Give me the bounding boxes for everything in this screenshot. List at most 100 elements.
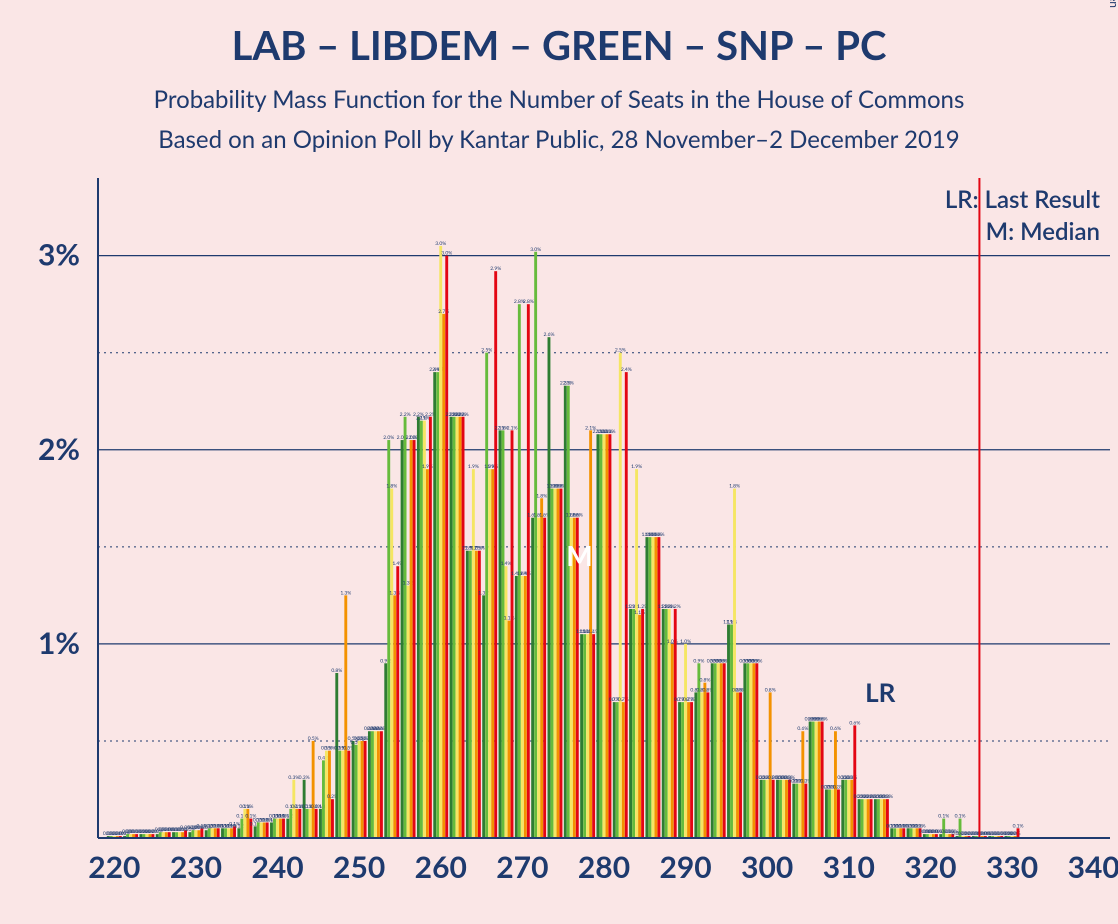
bar-value-label: 0.6%: [817, 717, 828, 723]
bar: [619, 353, 622, 838]
bar-value-label: 0.8%: [699, 678, 710, 684]
bar: [785, 780, 788, 838]
bar: [230, 828, 233, 838]
bar: [450, 417, 453, 838]
bar: [335, 673, 338, 838]
bar: [776, 780, 779, 838]
bar-value-label: 0.9%: [693, 658, 704, 664]
bar-value-label: 1.2%: [670, 604, 681, 610]
x-tick-label: 340: [1068, 849, 1118, 885]
bar: [730, 624, 733, 838]
bar: [711, 663, 714, 838]
bar: [779, 780, 782, 838]
bar-value-label: 0.6%: [849, 720, 860, 726]
bar: [358, 741, 361, 838]
bar: [240, 819, 243, 838]
bar-value-label: 0.2%: [882, 794, 893, 800]
bar: [472, 469, 475, 838]
bar: [583, 634, 586, 838]
bar: [390, 489, 393, 838]
bar-value-label: 0.1%: [242, 804, 253, 810]
bar: [880, 799, 883, 838]
bar: [319, 809, 322, 838]
bar: [482, 595, 485, 838]
bar: [413, 440, 416, 838]
bar: [821, 722, 824, 838]
bar: [690, 702, 693, 838]
bar: [502, 430, 505, 838]
bar: [861, 799, 864, 838]
x-tick-label: 230: [170, 849, 222, 885]
bar: [613, 702, 616, 838]
bar: [752, 663, 755, 838]
bar: [355, 745, 358, 838]
bar: [567, 386, 570, 838]
x-tick-label: 240: [251, 849, 303, 885]
bar: [586, 634, 589, 838]
bar-value-label: 0.5%: [308, 736, 319, 742]
bar: [632, 609, 635, 838]
bar-value-label: 1.9%: [468, 464, 479, 470]
bar-value-label: 1.5%: [474, 546, 485, 552]
bar-value-label: 3.0%: [435, 241, 446, 247]
bar: [706, 692, 709, 838]
bar: [266, 822, 269, 838]
bar-value-label: 1.4%: [501, 561, 512, 567]
bar-value-label: 2.0%: [383, 435, 394, 441]
x-tick-label: 220: [88, 849, 140, 885]
bar: [551, 489, 554, 838]
bar: [237, 828, 240, 838]
bar: [772, 780, 775, 838]
bar: [557, 489, 560, 838]
bar: [417, 417, 420, 838]
legend-median: M: Median: [986, 217, 1100, 246]
y-tick-label: 3%: [38, 237, 80, 273]
bar: [312, 741, 315, 838]
bar: [844, 780, 847, 838]
bar: [338, 751, 341, 838]
bar: [282, 819, 285, 838]
bar: [322, 760, 325, 838]
bar-value-label: 1.6%: [572, 513, 583, 519]
bar: [466, 551, 469, 838]
bar: [694, 692, 697, 838]
bar: [420, 421, 423, 838]
bar-value-label: 1.8%: [386, 484, 397, 490]
last-result-marker-label: LR: [865, 676, 896, 708]
bar-value-label: 2.5%: [615, 348, 626, 354]
bar: [361, 741, 364, 838]
x-tick-label: 250: [333, 849, 385, 885]
bar: [867, 799, 870, 838]
bar: [254, 826, 257, 838]
x-tick-label: 300: [741, 849, 793, 885]
bar: [717, 663, 720, 838]
bar-value-label: 3.0%: [530, 247, 541, 253]
bar-value-label: 2.4%: [621, 367, 632, 373]
bar: [723, 663, 726, 838]
bar: [877, 799, 880, 838]
bar: [347, 751, 350, 838]
chart-subtitle-2: Based on an Opinion Poll by Kantar Publi…: [158, 125, 959, 154]
bar: [837, 789, 840, 838]
bar: [596, 434, 599, 838]
bar: [331, 799, 334, 838]
bar: [295, 809, 298, 838]
bar: [371, 731, 374, 838]
bar: [396, 566, 399, 838]
bar: [554, 489, 557, 838]
bar: [485, 353, 488, 838]
bar: [401, 440, 404, 838]
chart-title: LAB – LIBDEM – GREEN – SNP – PC: [232, 21, 887, 69]
bar: [804, 784, 807, 838]
bar: [714, 663, 717, 838]
bar: [564, 386, 567, 838]
bar-value-label: 2.3%: [563, 381, 574, 387]
bar-value-label: 0.1%: [938, 814, 949, 820]
bar: [703, 683, 706, 838]
bar: [341, 751, 344, 838]
bar: [847, 780, 850, 838]
bar: [749, 663, 752, 838]
bar: [638, 615, 641, 838]
bar: [766, 780, 769, 838]
x-tick-label: 280: [578, 849, 630, 885]
